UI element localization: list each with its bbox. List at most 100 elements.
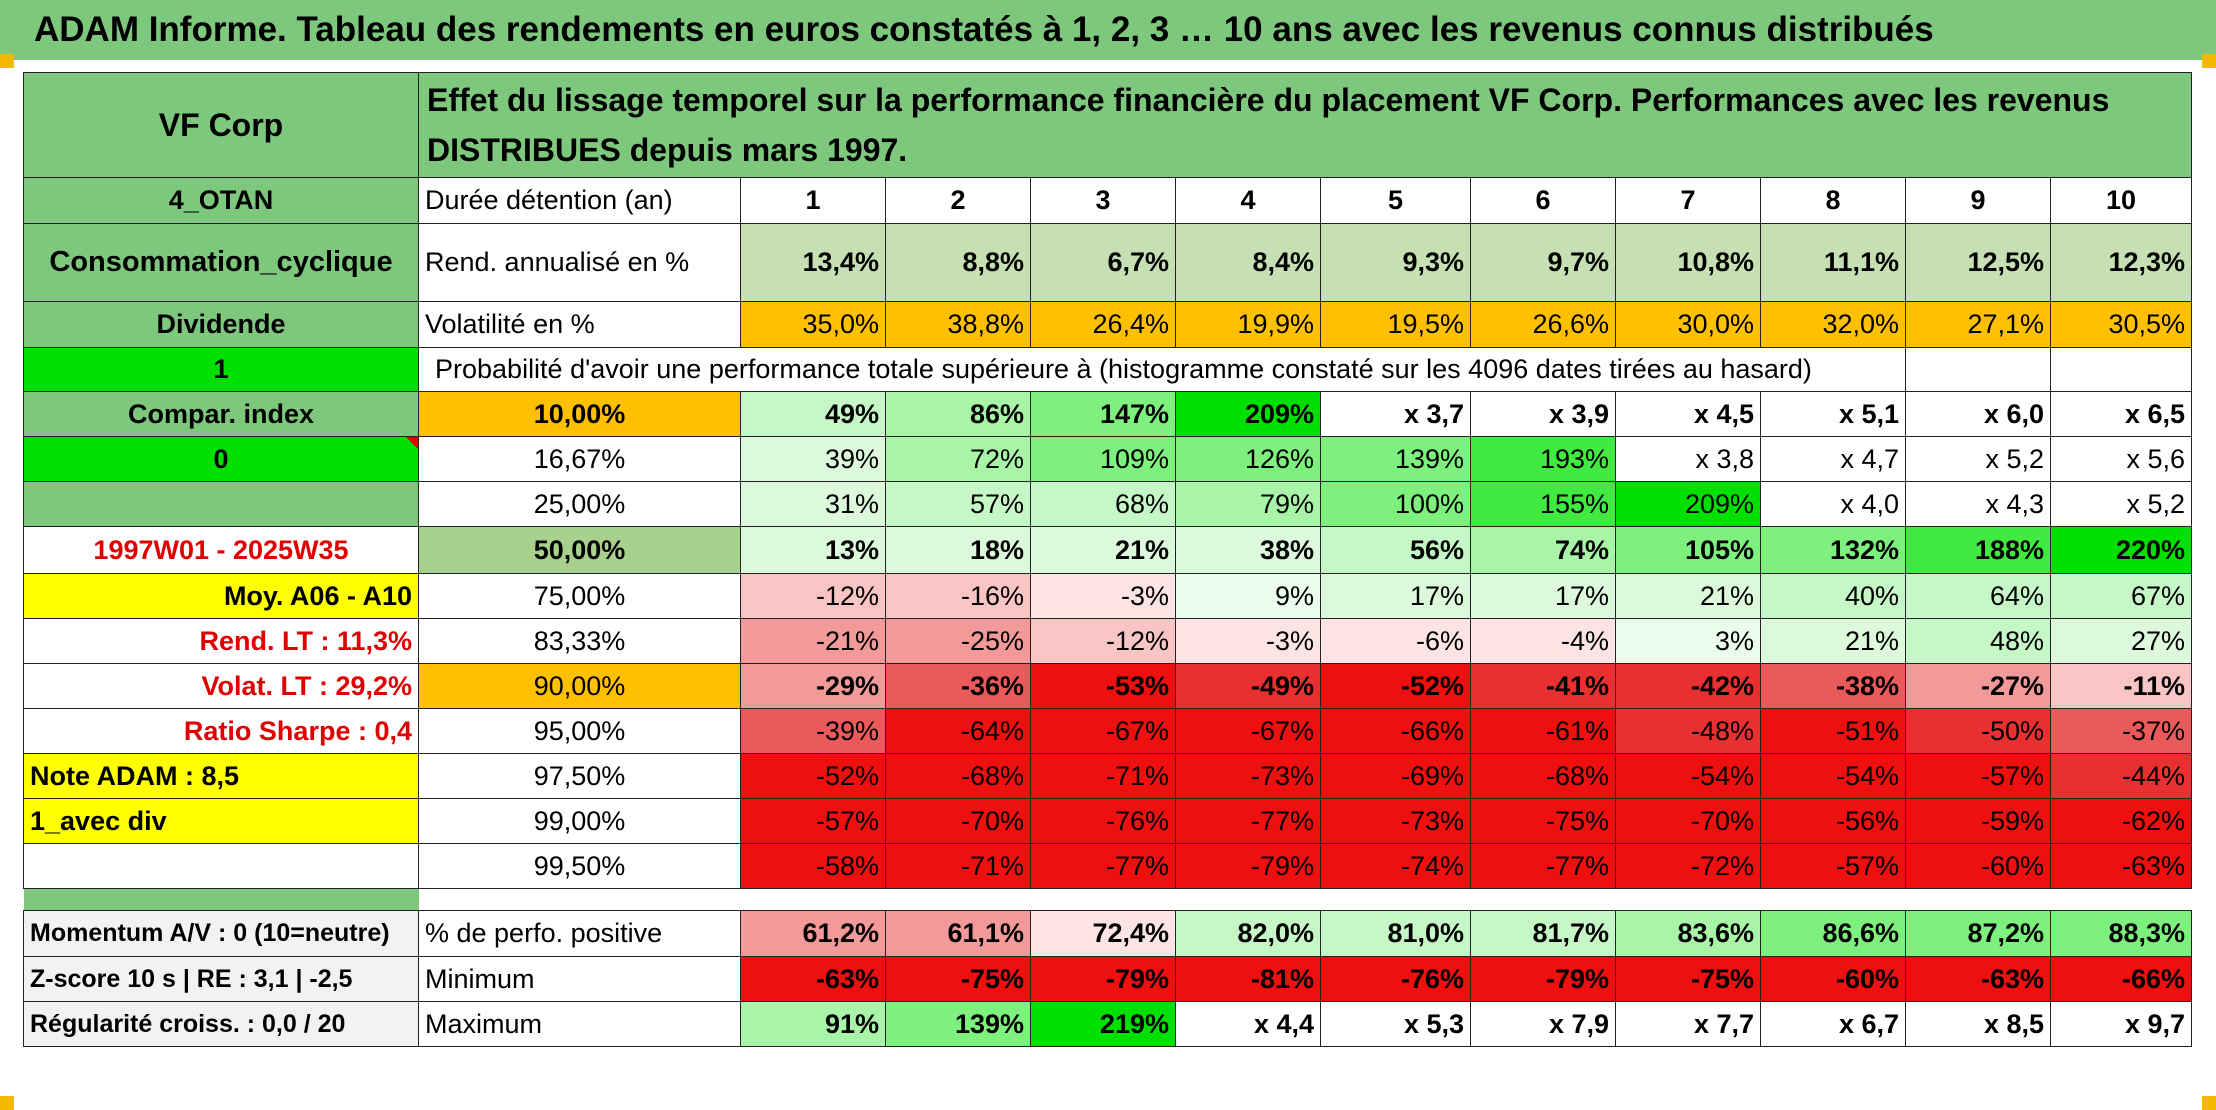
maximum-value: 139%: [885, 1001, 1031, 1047]
percentile-value: -72%: [1615, 843, 1761, 889]
percentile-value: 100%: [1320, 481, 1471, 527]
percentile-value: -61%: [1470, 708, 1616, 754]
percentile-value: x 5,6: [2049, 436, 2193, 482]
annualized-row: Consommation_cyclique Rend. annualisé en …: [23, 223, 2193, 302]
percentile-value: -12%: [740, 573, 886, 619]
side-label: [23, 481, 419, 527]
header-row: VF Corp Effet du lissage temporel sur la …: [23, 72, 2193, 178]
percentile-value: x 3,9: [1470, 391, 1616, 437]
percentile-value: -38%: [1760, 663, 1906, 709]
percentile-value: -77%: [1470, 843, 1616, 889]
percentile-value: 67%: [2049, 573, 2193, 619]
percentile-value: -68%: [1470, 753, 1616, 799]
spacer-cell: [419, 889, 2192, 911]
percentile-row: 25,00% 31% 57% 68% 79% 100% 155% 209% x 4,0 x 4,3…: [23, 481, 2193, 527]
volatility-value: 38,8%: [885, 301, 1031, 348]
side-label: Volat. LT : 29,2%: [23, 663, 419, 709]
side-label: Note ADAM : 8,5: [23, 753, 419, 799]
percentile-value: -75%: [1470, 798, 1616, 844]
percentile-value: -42%: [1615, 663, 1761, 709]
positive-value: 83,6%: [1615, 910, 1761, 957]
percentile-value: -67%: [1030, 708, 1176, 754]
percentile-value: -73%: [1175, 753, 1321, 799]
probability-header-row: 1 Probabilité d'avoir une performance tot…: [23, 347, 2193, 392]
duration-header: 6: [1470, 177, 1616, 224]
percentile-value: 9%: [1175, 573, 1321, 619]
percentile-label: 97,50%: [418, 753, 741, 799]
volatility-value: 30,0%: [1615, 301, 1761, 348]
percentile-value: -59%: [1905, 798, 2051, 844]
percentile-label: 95,00%: [418, 708, 741, 754]
corner-marker: [0, 54, 14, 68]
percentile-value: -36%: [885, 663, 1031, 709]
percentile-value: -52%: [740, 753, 886, 799]
maximum-value: x 7,9: [1470, 1001, 1616, 1047]
percentile-value: 56%: [1320, 526, 1471, 574]
row-label: Maximum: [418, 1001, 741, 1047]
percentile-value: 188%: [1905, 526, 2051, 574]
minimum-value: -60%: [1760, 956, 1906, 1002]
positive-value: 86,6%: [1760, 910, 1906, 957]
corner-marker: [0, 1096, 14, 1110]
report-title: ADAM Informe. Tableau des rendements en …: [0, 0, 2216, 60]
percentile-value: 38%: [1175, 526, 1321, 574]
percentile-value: -21%: [740, 618, 886, 664]
percentile-row: 1_avec div 99,00% -57% -70% -76% -77% -73% -75%…: [23, 798, 2193, 844]
duration-header: 9: [1905, 177, 2051, 224]
percentile-value: -12%: [1030, 618, 1176, 664]
duration-row: 4_OTAN Durée détention (an) 1 2 3 4 5 6 7 8 9 10: [23, 177, 2193, 224]
annualized-return: 9,7%: [1470, 223, 1616, 302]
percentile-value: -11%: [2049, 663, 2193, 709]
maximum-value: x 6,7: [1760, 1001, 1906, 1047]
percentile-value: -67%: [1175, 708, 1321, 754]
percentile-value: 132%: [1760, 526, 1906, 574]
side-label: 1_avec div: [23, 798, 419, 844]
positive-value: 82,0%: [1175, 910, 1321, 957]
percentile-value: -50%: [1905, 708, 2051, 754]
percentile-value: x 3,8: [1615, 436, 1761, 482]
maximum-row: Régularité croiss. : 0,0 / 20 Maximum 91% 1…: [23, 1001, 2193, 1047]
percentile-value: x 6,5: [2049, 391, 2193, 437]
percentile-value: -70%: [885, 798, 1031, 844]
spacer-cell: [23, 888, 419, 911]
percentile-label: 25,00%: [418, 481, 741, 527]
side-label: 0: [23, 436, 419, 482]
percentile-value: -4%: [1470, 618, 1616, 664]
percentile-value: -74%: [1320, 843, 1471, 889]
volatility-row: Dividende Volatilité en % 35,0% 38,8% 26,4% 1…: [23, 301, 2193, 348]
percentile-value: -3%: [1030, 573, 1176, 619]
percentile-value: 64%: [1905, 573, 2051, 619]
row-label: Rend. annualisé en %: [418, 223, 741, 302]
percentile-value: 39%: [740, 436, 886, 482]
minimum-row: Z-score 10 s | RE : 3,1 | -2,5 Minimum -63…: [23, 956, 2193, 1002]
maximum-value: x 9,7: [2049, 1001, 2193, 1047]
positive-value: 88,3%: [2049, 910, 2193, 957]
company-name: VF Corp: [23, 72, 419, 178]
percentile-value: -48%: [1615, 708, 1761, 754]
row-label: Minimum: [418, 956, 741, 1002]
positive-value: 61,2%: [740, 910, 886, 957]
percentile-value: x 5,2: [2049, 481, 2193, 527]
duration-header: 1: [740, 177, 886, 224]
percentile-value: 21%: [1760, 618, 1906, 664]
percentile-value: -70%: [1615, 798, 1761, 844]
percentile-value: -57%: [740, 798, 886, 844]
empty-cell: [2049, 347, 2193, 392]
side-label: 1: [23, 347, 419, 392]
percentile-value: 57%: [885, 481, 1031, 527]
percentile-value: 48%: [1905, 618, 2051, 664]
percentile-value: -63%: [2049, 843, 2193, 889]
percentile-value: -37%: [2049, 708, 2193, 754]
maximum-value: x 5,3: [1320, 1001, 1471, 1047]
percentile-value: -6%: [1320, 618, 1471, 664]
percentile-row: 1997W01 - 2025W35 50,00% 13% 18% 21% 38% 56% 74…: [23, 526, 2193, 574]
side-label: 1997W01 - 2025W35: [23, 526, 419, 574]
corner-marker: [2202, 1096, 2216, 1110]
percentile-value: -71%: [1030, 753, 1176, 799]
maximum-value: x 7,7: [1615, 1001, 1761, 1047]
duration-header: 10: [2049, 177, 2193, 224]
percentile-value: 31%: [740, 481, 886, 527]
percentile-value: -60%: [1905, 843, 2051, 889]
percentile-value: 17%: [1320, 573, 1471, 619]
percentile-value: x 6,0: [1905, 391, 2051, 437]
